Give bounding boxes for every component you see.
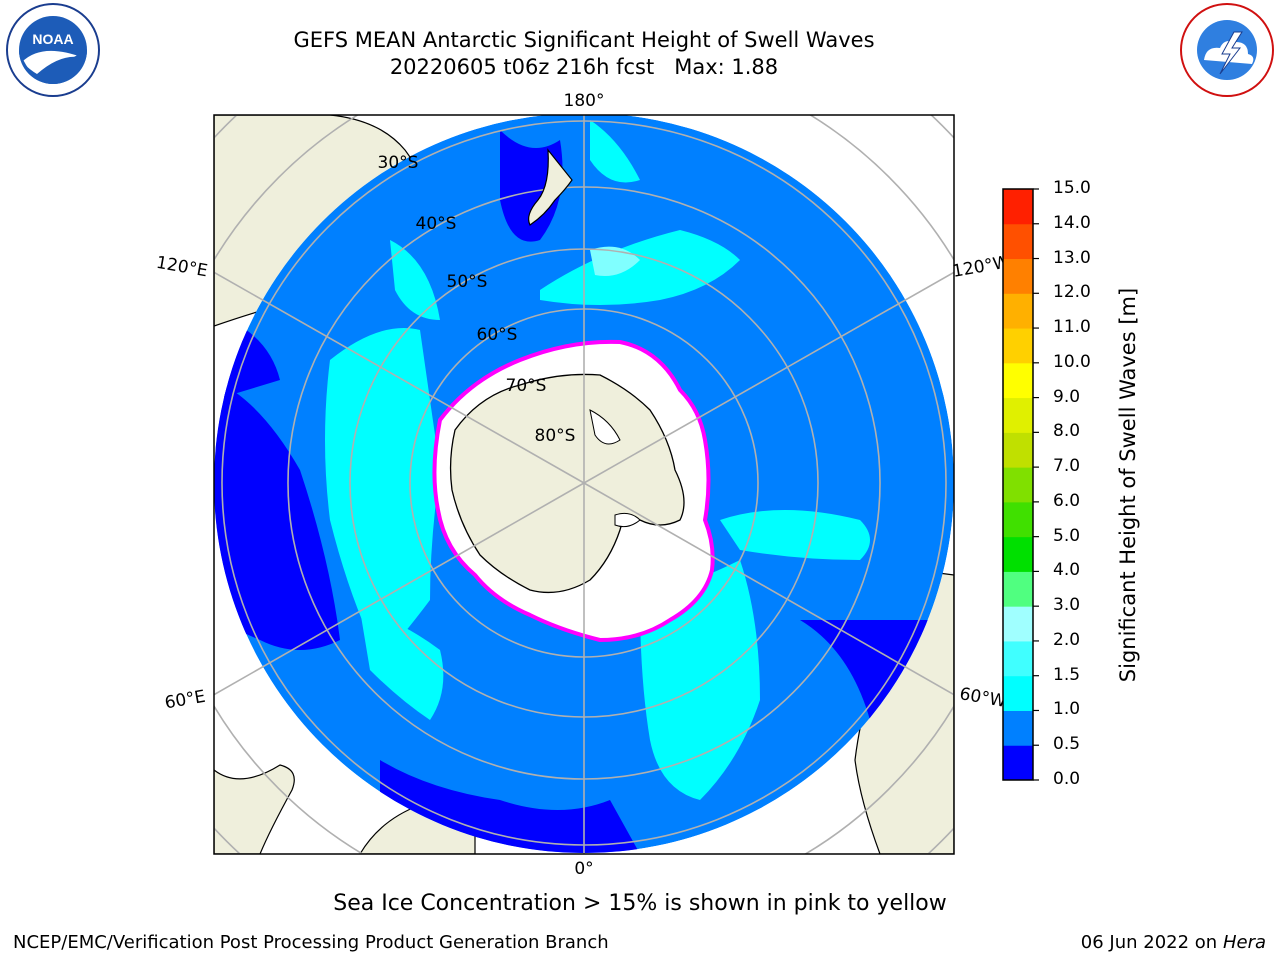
colorbar-swatch (1003, 189, 1033, 225)
lat-label-30s: 30°S (378, 153, 419, 173)
colorbar-swatch (1003, 571, 1033, 607)
colorbar-swatch (1003, 467, 1033, 503)
lon-label-0: 0° (574, 859, 593, 879)
lat-label-50s: 50°S (447, 272, 488, 292)
colorbar-tick-label: 1.0 (1053, 699, 1081, 720)
lon-label-120e: 120°E (155, 253, 209, 282)
colorbar-tick-label: 4.0 (1053, 560, 1081, 581)
madagascar-land (214, 764, 295, 854)
lon-label-60e: 60°E (163, 687, 207, 714)
lat-label-60s: 60°S (477, 325, 518, 345)
colorbar-swatch (1003, 745, 1033, 781)
antarctica-land (449, 373, 685, 594)
new-zealand-land (528, 148, 573, 226)
colorbar-tick-label: 15.0 (1053, 178, 1091, 198)
map-frame (213, 114, 955, 855)
colorbar-swatch (1003, 710, 1033, 746)
colorbar-swatch (1003, 293, 1033, 329)
nws-logo-icon (1180, 3, 1274, 97)
colorbar-swatch (1003, 397, 1033, 433)
colorbar-swatch (1003, 536, 1033, 572)
colorbar-tick-label: 3.0 (1053, 595, 1081, 616)
ross-ice-shelf (589, 409, 621, 445)
colorbar-swatch (1003, 432, 1033, 468)
noaa-logo-text: NOAA (32, 31, 73, 47)
longitude-grid (214, 115, 954, 854)
colorbar-tick-label: 5.0 (1053, 525, 1081, 546)
colorbar-swatch (1003, 328, 1033, 364)
lon-label-60w: 60°W (958, 684, 1008, 712)
colorbar-swatch (1003, 223, 1033, 260)
colorbar-tick-label: 14.0 (1053, 212, 1091, 233)
colorbar-tick-label: 11.0 (1053, 317, 1091, 338)
colorbar-tick-label: 10.0 (1053, 351, 1091, 372)
colorbar-swatch (1003, 675, 1033, 711)
colorbar-frame (1002, 188, 1034, 781)
colorbar-tick-label: 0.0 (1053, 769, 1081, 789)
colorbar-tick-label: 2.0 (1053, 629, 1081, 650)
lon-label-180: 180° (564, 91, 605, 111)
colorbar-tick-label: 13.0 (1053, 247, 1091, 268)
date-stamp: 06 Jun 2022 on Hera (1081, 932, 1266, 953)
date-text: 06 Jun 2022 on (1080, 932, 1218, 953)
host-text: Hera (1222, 932, 1266, 953)
colorbar-swatch (1003, 606, 1033, 642)
colorbar-tick-label: 9.0 (1053, 386, 1081, 407)
colorbar-tick-label: 6.0 (1053, 490, 1081, 511)
colorbar-label: Significant Height of Swell Waves [m] (1116, 287, 1140, 683)
sea-ice-note: Sea Ice Concentration > 15% is shown in … (333, 891, 947, 916)
colorbar-swatch (1003, 258, 1033, 294)
colorbar-tick-label: 8.0 (1053, 421, 1081, 442)
chart-subtitle: 20220605 t06z 216h fcst Max: 1.88 (389, 55, 779, 79)
lat-label-80s: 80°S (535, 426, 576, 446)
weddell-shelf (614, 512, 641, 528)
colorbar (1003, 188, 1039, 781)
noaa-logo-icon: NOAA (6, 3, 100, 97)
colorbar-tick-label: 12.0 (1053, 282, 1091, 303)
colorbar-tick-label: 7.0 (1053, 456, 1081, 477)
colorbar-swatch (1003, 362, 1033, 399)
colorbar-tick-label: 0.5 (1053, 734, 1081, 755)
colorbar-tick-label: 1.5 (1053, 664, 1081, 685)
chart-title: GEFS MEAN Antarctic Significant Height o… (293, 28, 875, 52)
colorbar-swatch (1003, 501, 1033, 538)
lat-label-40s: 40°S (416, 214, 457, 234)
colorbar-swatch (1003, 640, 1033, 677)
lat-label-70s: 70°S (506, 376, 547, 396)
credit-text: NCEP/EMC/Verification Post Processing Pr… (13, 932, 609, 953)
